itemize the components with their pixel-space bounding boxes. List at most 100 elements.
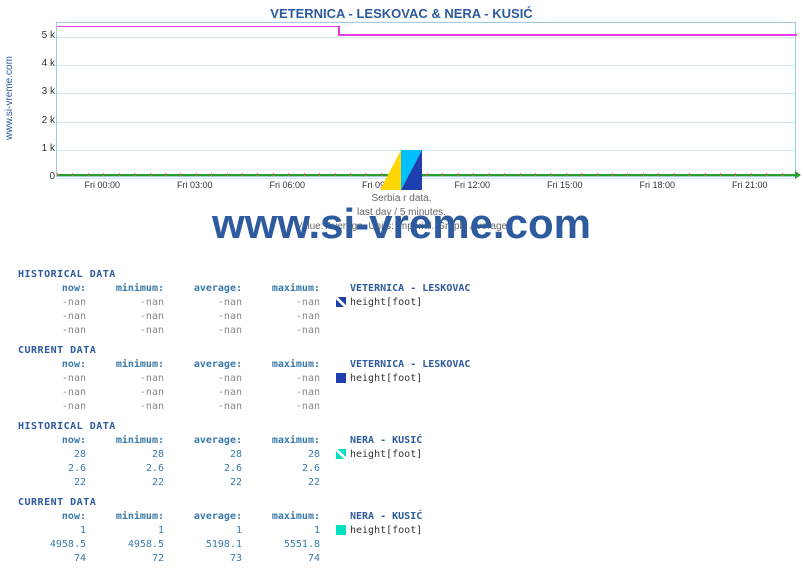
minor-tick: [227, 173, 228, 176]
table-cell: -nan: [18, 401, 96, 412]
table-cell: 28: [252, 449, 330, 460]
minor-tick: [720, 173, 721, 176]
table-cell: -nan: [174, 311, 252, 322]
legend-entry: height[foot]: [330, 449, 422, 460]
column-header: now:: [18, 283, 96, 294]
x-tick-label: Fri 03:00: [177, 180, 213, 190]
y-tick-label: 2 k: [25, 115, 55, 126]
minor-tick: [180, 173, 181, 176]
table-cell: 74: [252, 553, 330, 564]
minor-tick: [319, 173, 320, 176]
table-cell: 2.6: [252, 463, 330, 474]
minor-tick: [689, 173, 690, 176]
table-cell: -nan: [252, 325, 330, 336]
minor-tick: [150, 173, 151, 176]
table-cell: 4958.5: [96, 539, 174, 550]
column-header: now:: [18, 511, 96, 522]
minor-tick: [766, 173, 767, 176]
minor-tick: [658, 173, 659, 176]
table-cell: 1: [96, 525, 174, 536]
minor-tick: [427, 173, 428, 176]
column-header: minimum:: [96, 435, 174, 446]
table-cell: -nan: [18, 325, 96, 336]
minor-tick: [520, 173, 521, 176]
table-cell: -nan: [252, 311, 330, 322]
y-tick-label: 3 k: [25, 86, 55, 97]
subtitle-line: Serbia r data.: [0, 192, 803, 206]
series-line: [338, 26, 340, 34]
table-cell: -nan: [252, 387, 330, 398]
legend-label: height[foot]: [350, 449, 422, 460]
minor-tick: [103, 173, 104, 176]
gridline: [57, 178, 795, 179]
column-header: average:: [174, 359, 252, 370]
column-header: minimum:: [96, 511, 174, 522]
table-header-row: now:minimum:average:maximum:NERA - KUSIĆ: [18, 509, 470, 523]
table-cell: -nan: [18, 373, 96, 384]
section-header: CURRENT DATA: [18, 497, 470, 508]
y-tick-label: 0: [25, 171, 55, 182]
y-tick-label: 1 k: [25, 143, 55, 154]
minor-tick: [365, 173, 366, 176]
minor-tick: [196, 173, 197, 176]
minor-tick: [597, 173, 598, 176]
plot-region: [56, 22, 796, 177]
minor-tick: [72, 173, 73, 176]
table-cell: 22: [96, 477, 174, 488]
minor-tick: [751, 173, 752, 176]
table-cell: 1: [18, 525, 96, 536]
column-header: average:: [174, 435, 252, 446]
table-cell: 28: [96, 449, 174, 460]
station-name: VETERNICA - LESKOVAC: [330, 359, 470, 370]
minor-tick: [735, 173, 736, 176]
minor-tick: [458, 173, 459, 176]
minor-tick: [165, 173, 166, 176]
table-cell: -nan: [174, 297, 252, 308]
table-header-row: now:minimum:average:maximum:NERA - KUSIĆ: [18, 433, 470, 447]
table-cell: 22: [18, 477, 96, 488]
table-header-row: now:minimum:average:maximum:VETERNICA - …: [18, 281, 470, 295]
minor-tick: [257, 173, 258, 176]
legend-entry: height[foot]: [330, 373, 422, 384]
x-tick-label: Fri 15:00: [547, 180, 583, 190]
minor-tick: [535, 173, 536, 176]
x-axis-line: [57, 174, 795, 176]
minor-tick: [288, 173, 289, 176]
x-tick-label: Fri 00:00: [84, 180, 120, 190]
table-row: 74727374: [18, 551, 470, 565]
minor-tick: [242, 173, 243, 176]
station-name: NERA - KUSIĆ: [330, 435, 422, 446]
minor-tick: [782, 173, 783, 176]
gridline: [57, 122, 795, 123]
legend-label: height[foot]: [350, 297, 422, 308]
table-cell: 5551.8: [252, 539, 330, 550]
table-cell: 73: [174, 553, 252, 564]
table-row: 28282828height[foot]: [18, 447, 470, 461]
minor-tick: [119, 173, 120, 176]
table-row: 1111height[foot]: [18, 523, 470, 537]
table-cell: -nan: [18, 387, 96, 398]
gridline: [57, 37, 795, 38]
table-header-row: now:minimum:average:maximum:VETERNICA - …: [18, 357, 470, 371]
series-line: [57, 26, 338, 28]
subtitle-line: Value: Average. Units: imperial. Graph: …: [0, 220, 803, 234]
table-cell: 72: [96, 553, 174, 564]
section-header: HISTORICAL DATA: [18, 269, 470, 280]
column-header: minimum:: [96, 359, 174, 370]
table-cell: 5198.1: [174, 539, 252, 550]
table-cell: 2.6: [174, 463, 252, 474]
y-tick-label: 4 k: [25, 58, 55, 69]
column-header: maximum:: [252, 359, 330, 370]
table-cell: 22: [174, 477, 252, 488]
table-cell: -nan: [174, 401, 252, 412]
minor-tick: [134, 173, 135, 176]
column-header: average:: [174, 283, 252, 294]
legend-entry: height[foot]: [330, 297, 422, 308]
minor-tick: [612, 173, 613, 176]
minor-tick: [88, 173, 89, 176]
legend-label: height[foot]: [350, 525, 422, 536]
table-cell: -nan: [174, 325, 252, 336]
station-name: NERA - KUSIĆ: [330, 511, 422, 522]
minor-tick: [705, 173, 706, 176]
gridline: [57, 65, 795, 66]
